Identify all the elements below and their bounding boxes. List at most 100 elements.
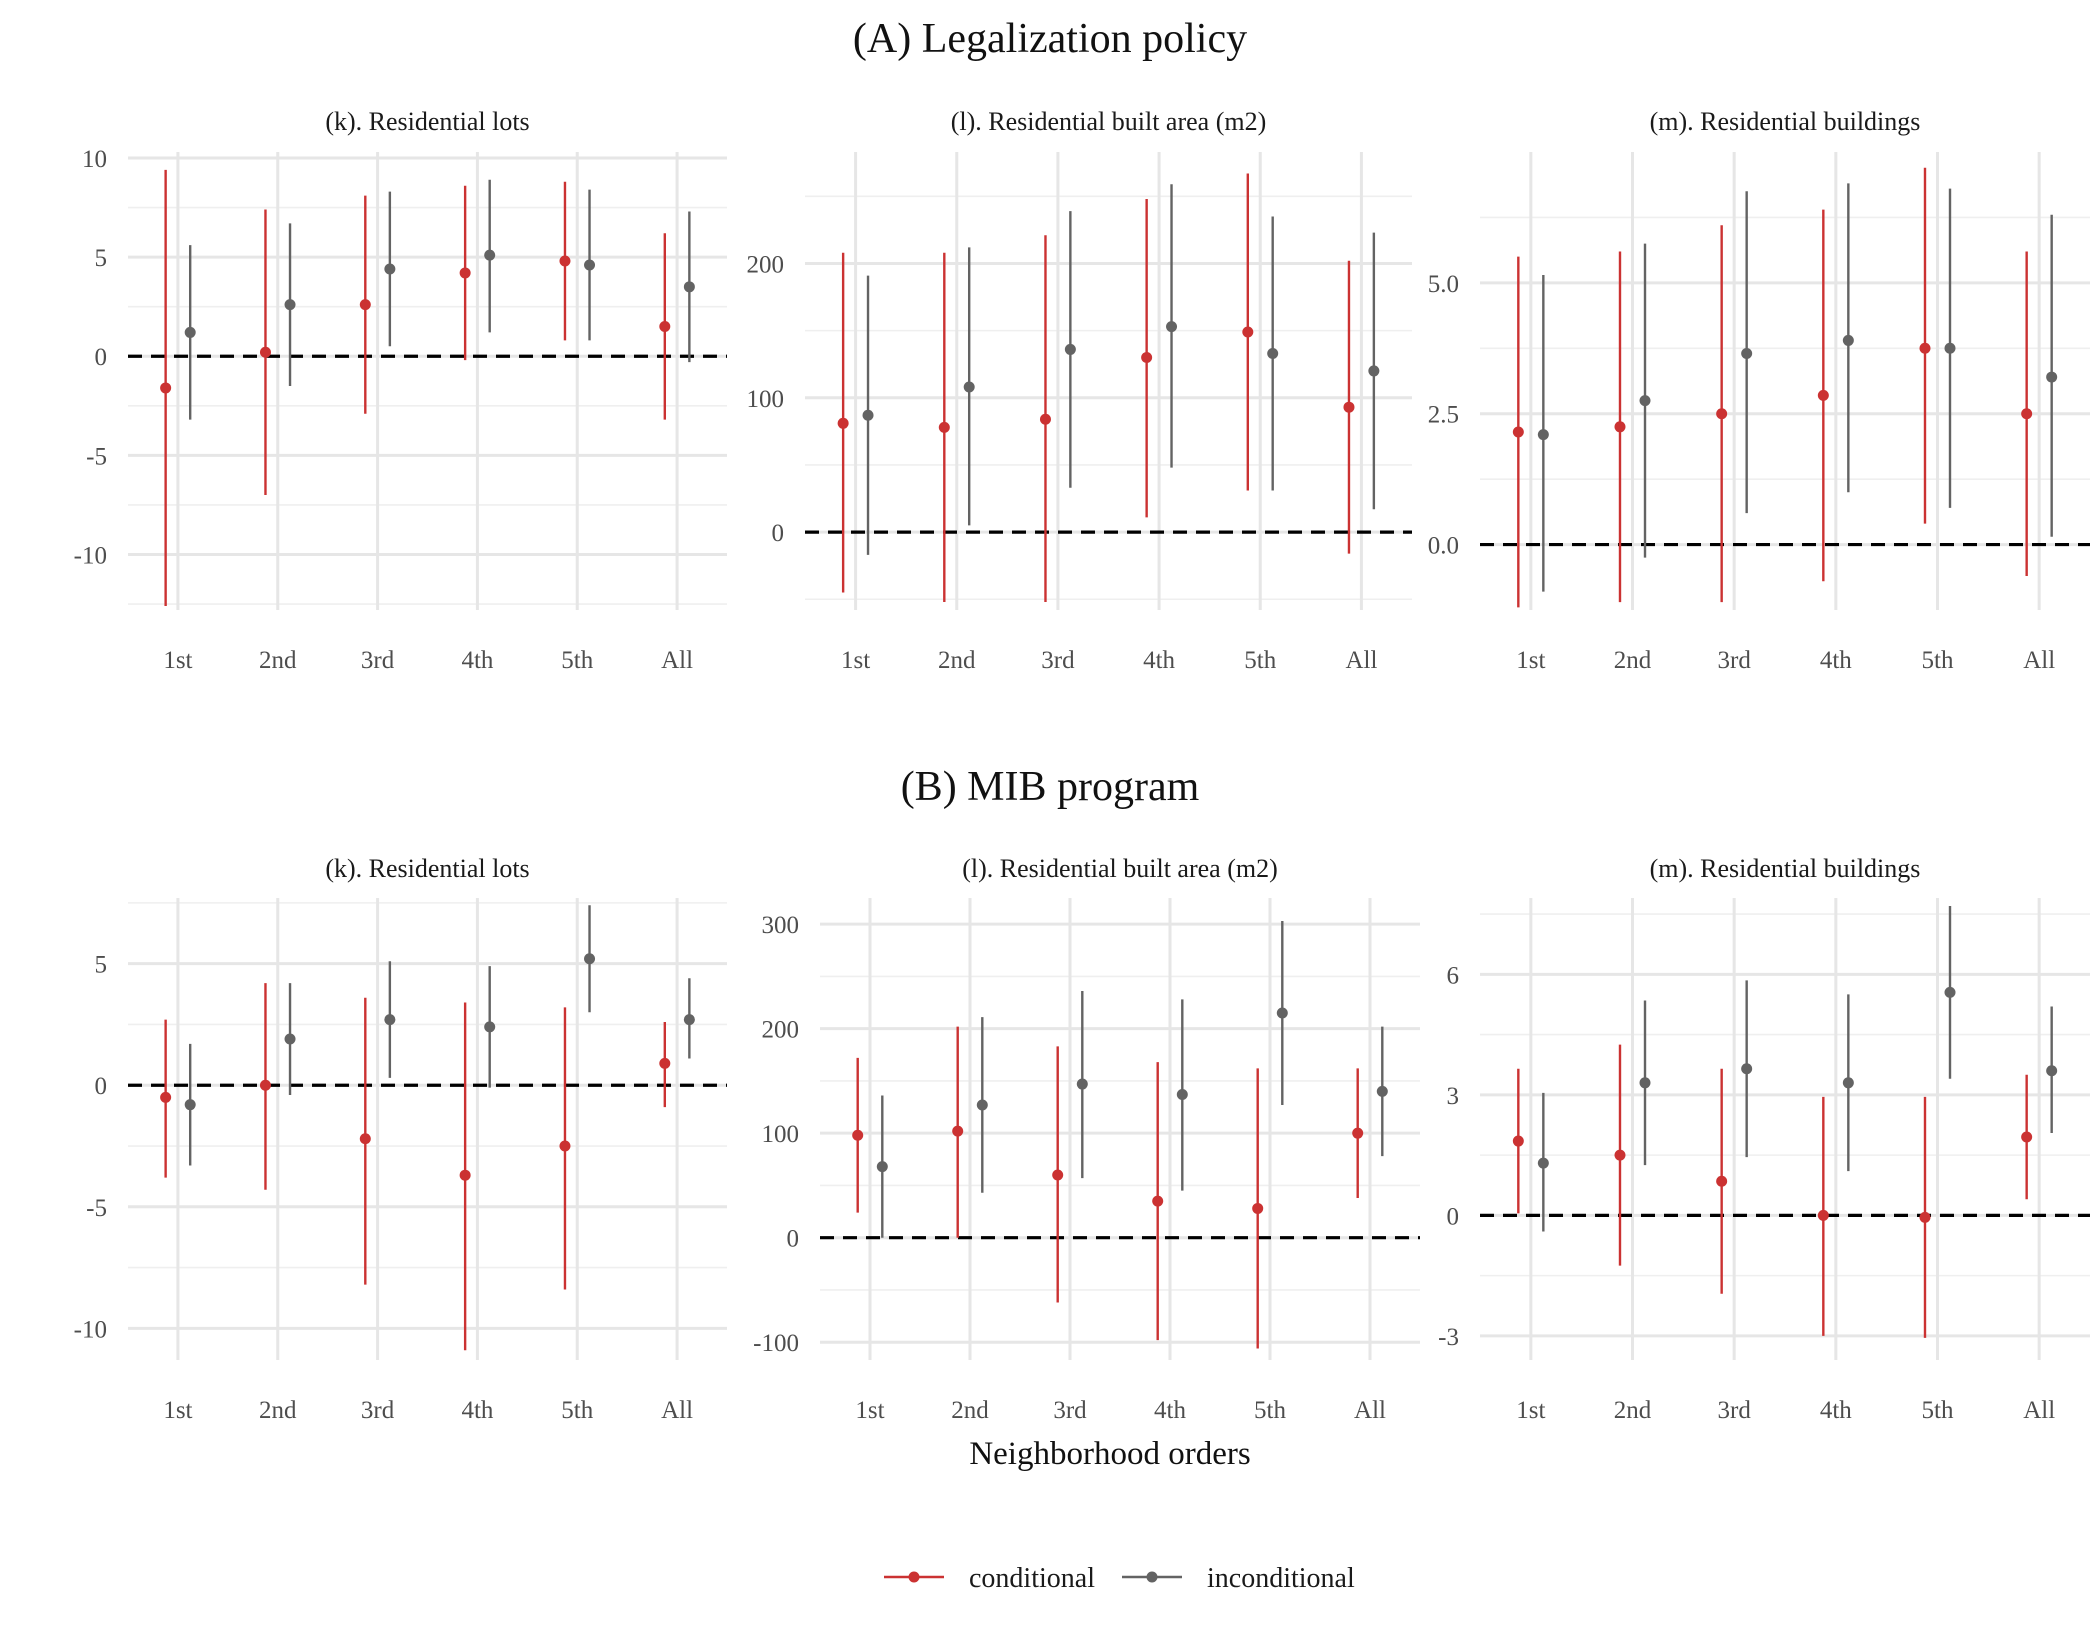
point-inconditional[interactable] <box>1639 395 1651 407</box>
point-conditional[interactable] <box>1252 1202 1264 1214</box>
point-conditional[interactable] <box>659 320 671 332</box>
point-inconditional[interactable] <box>1176 1089 1188 1101</box>
point-conditional[interactable] <box>559 255 571 267</box>
x-tick-label: 2nd <box>259 1397 297 1424</box>
x-tick-label: 3rd <box>361 1397 395 1424</box>
point-conditional[interactable] <box>1512 1135 1524 1147</box>
x-tick-label: 1st <box>163 647 192 674</box>
legend-label-conditional: conditional <box>969 1563 1095 1594</box>
point-conditional[interactable] <box>1919 342 1931 354</box>
panel-4: -10 -5 0 5 1st 2nd 3rd 4th 5th All (k). Residentia… <box>74 854 727 1424</box>
point-conditional[interactable] <box>1716 1175 1728 1187</box>
point-inconditional[interactable] <box>1166 321 1178 333</box>
point-inconditional[interactable] <box>683 281 695 293</box>
point-conditional[interactable] <box>459 267 471 279</box>
point-conditional[interactable] <box>1152 1195 1164 1207</box>
x-tick-label: 5th <box>1244 647 1276 674</box>
point-conditional[interactable] <box>259 346 271 358</box>
legend-item-inconditional[interactable]: inconditional <box>1122 1563 1355 1594</box>
x-tick-label: 1st <box>163 1397 192 1424</box>
point-inconditional[interactable] <box>963 381 975 393</box>
point-inconditional[interactable] <box>584 259 596 271</box>
point-conditional[interactable] <box>1352 1127 1364 1139</box>
x-tick-label: 2nd <box>938 647 976 674</box>
point-conditional[interactable] <box>1141 351 1153 363</box>
point-conditional[interactable] <box>160 1091 172 1103</box>
point-conditional[interactable] <box>1817 389 1829 401</box>
panel-5: -100 0 100 200 300 1st 2nd 3rd 4th 5th All (l). Res… <box>753 854 1420 1424</box>
point-inconditional[interactable] <box>1842 334 1854 346</box>
point-conditional[interactable] <box>2021 1131 2033 1143</box>
point-inconditional[interactable] <box>484 249 496 261</box>
point-conditional[interactable] <box>1716 408 1728 420</box>
point-inconditional[interactable] <box>384 263 396 275</box>
point-inconditional[interactable] <box>683 1014 695 1026</box>
point-inconditional[interactable] <box>1267 347 1279 359</box>
point-inconditional[interactable] <box>1064 343 1076 355</box>
point-inconditional[interactable] <box>876 1161 888 1173</box>
panel-2: 0 100 200 1st 2nd 3rd 4th 5th All (l). Residentia… <box>747 107 1412 674</box>
x-tick-label: 4th <box>461 647 493 674</box>
point-inconditional[interactable] <box>1276 1007 1288 1019</box>
point-inconditional[interactable] <box>1076 1078 1088 1090</box>
point-conditional[interactable] <box>1614 1149 1626 1161</box>
point-inconditional[interactable] <box>2046 1065 2058 1077</box>
point-conditional[interactable] <box>259 1079 271 1091</box>
legend: conditional inconditional <box>884 1563 1355 1594</box>
point-inconditional[interactable] <box>2046 371 2058 383</box>
point-conditional[interactable] <box>1614 421 1626 433</box>
point-conditional[interactable] <box>952 1125 964 1137</box>
point-conditional[interactable] <box>837 417 849 429</box>
point-inconditional[interactable] <box>1842 1077 1854 1089</box>
point-conditional[interactable] <box>1242 326 1254 338</box>
facet-title: (l). Residential built area (m2) <box>962 854 1278 883</box>
point-inconditional[interactable] <box>284 1033 296 1045</box>
point-conditional[interactable] <box>160 382 172 394</box>
point-inconditional[interactable] <box>384 1014 396 1026</box>
point-conditional[interactable] <box>852 1129 864 1141</box>
legend-item-conditional[interactable]: conditional <box>884 1563 1095 1594</box>
y-tick-label: -5 <box>86 1195 107 1222</box>
point-conditional[interactable] <box>459 1169 471 1181</box>
point-conditional[interactable] <box>1919 1211 1931 1223</box>
point-inconditional[interactable] <box>584 953 596 965</box>
point-inconditional[interactable] <box>1741 348 1753 360</box>
y-tick-label: 5 <box>95 245 108 272</box>
point-conditional[interactable] <box>359 299 371 311</box>
point-inconditional[interactable] <box>1639 1077 1651 1089</box>
x-tick-label: All <box>1345 647 1377 674</box>
point-conditional[interactable] <box>659 1057 671 1069</box>
x-tick-label: 5th <box>1254 1397 1286 1424</box>
legend-key-point-inconditional <box>1146 1571 1158 1583</box>
point-inconditional[interactable] <box>1537 429 1549 441</box>
point-conditional[interactable] <box>1039 413 1051 425</box>
point-inconditional[interactable] <box>184 1099 196 1111</box>
point-inconditional[interactable] <box>1376 1085 1388 1097</box>
x-tick-label: 1st <box>855 1397 884 1424</box>
y-tick-label: 200 <box>762 1017 800 1044</box>
x-tick-label: 4th <box>1820 647 1852 674</box>
point-conditional[interactable] <box>1817 1209 1829 1221</box>
point-inconditional[interactable] <box>284 299 296 311</box>
point-inconditional[interactable] <box>976 1099 988 1111</box>
point-conditional[interactable] <box>938 421 950 433</box>
x-tick-label: All <box>661 1397 693 1424</box>
y-tick-label: 3 <box>1447 1083 1460 1110</box>
point-inconditional[interactable] <box>1368 365 1380 377</box>
point-conditional[interactable] <box>359 1133 371 1145</box>
point-inconditional[interactable] <box>484 1021 496 1033</box>
point-conditional[interactable] <box>1512 426 1524 438</box>
point-inconditional[interactable] <box>184 326 196 338</box>
point-conditional[interactable] <box>1052 1169 1064 1181</box>
point-inconditional[interactable] <box>1944 342 1956 354</box>
point-conditional[interactable] <box>559 1140 571 1152</box>
x-tick-label: 1st <box>1516 1397 1545 1424</box>
point-inconditional[interactable] <box>862 409 874 421</box>
point-conditional[interactable] <box>1343 401 1355 413</box>
point-inconditional[interactable] <box>1741 1063 1753 1075</box>
point-inconditional[interactable] <box>1944 986 1956 998</box>
point-inconditional[interactable] <box>1537 1157 1549 1169</box>
point-conditional[interactable] <box>2021 408 2033 420</box>
y-tick-label: 100 <box>747 386 785 413</box>
